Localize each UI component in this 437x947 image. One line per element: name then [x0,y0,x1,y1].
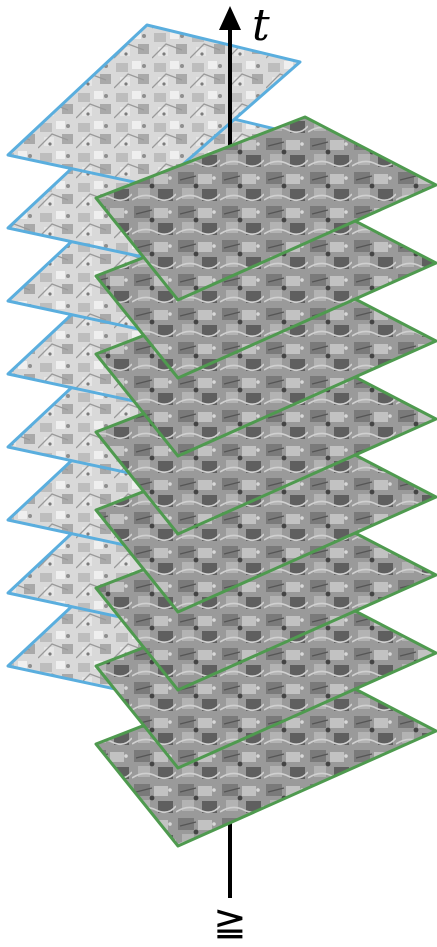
arrow-up-icon [219,6,241,30]
blue-stack-layer-1 [6,23,302,189]
time-axis-upper [219,6,241,150]
axis-bottom-symbol: ≧ [213,899,247,945]
green-image-stack [94,115,437,848]
time-axis-label: t [252,0,270,51]
green-stack-layer-1 [94,115,437,302]
